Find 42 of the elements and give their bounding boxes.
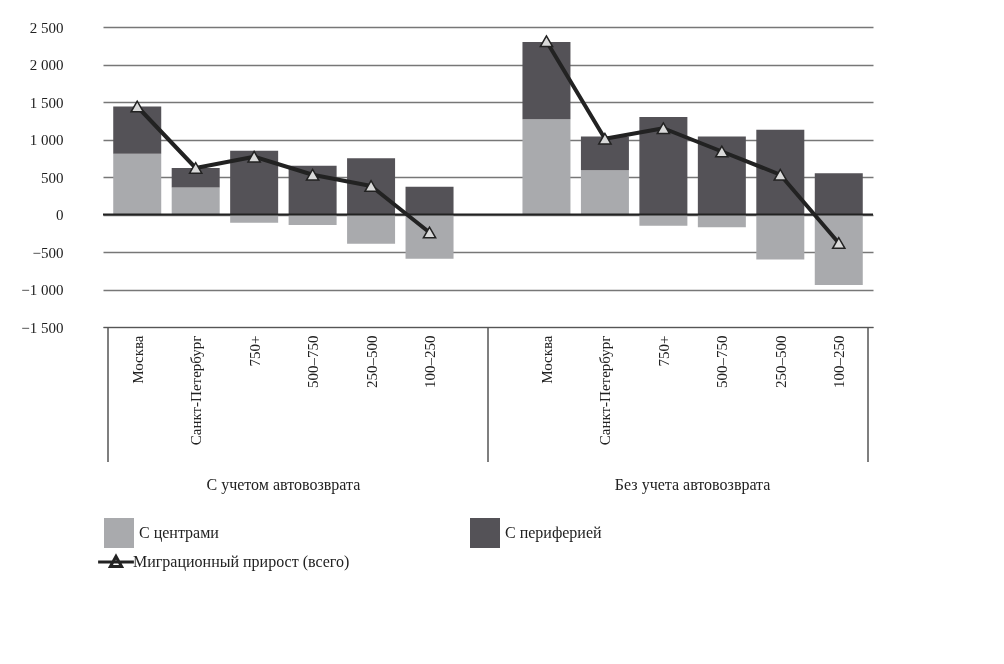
point (773, 168, 788, 181)
point (831, 236, 846, 250)
y-tick-label: 500 (41, 169, 64, 186)
x-tick-label: Москва (538, 335, 555, 384)
bar (697, 136, 746, 215)
legend-label: С периферией (505, 524, 603, 542)
bar (814, 173, 863, 215)
x-tick-label: 750+ (655, 335, 672, 367)
x-tick-label: 250–500 (772, 335, 789, 388)
bar (756, 214, 805, 260)
bar (814, 214, 863, 285)
x-tick-label: 250–500 (363, 335, 380, 388)
bar (522, 119, 571, 215)
bar (639, 117, 688, 215)
x-tick-label: 750+ (246, 335, 263, 367)
y-tick-label: 2 000 (29, 57, 64, 73)
bar (756, 129, 805, 215)
y-tick-label: −500 (32, 244, 64, 261)
y-tick-label: 2 500 (29, 19, 64, 36)
x-tick-label: Москва (129, 335, 146, 384)
text: Без учета автовозврата (614, 476, 771, 494)
y-tick-label: 0 (56, 207, 64, 223)
x-tick-label: Санкт-Петербург (188, 335, 205, 446)
x-tick-label: 500–750 (714, 335, 731, 388)
x-tick-label: Санкт-Петербург (597, 335, 614, 446)
bar (522, 42, 571, 120)
x-tick-label: 500–750 (305, 335, 322, 388)
point (598, 132, 612, 145)
point (656, 122, 671, 135)
x-tick-label: 100–250 (422, 335, 439, 388)
point (539, 35, 554, 48)
point (714, 145, 729, 158)
legend-label: С центрами (139, 524, 220, 542)
bar (580, 136, 629, 171)
y-tick-label: 1 500 (29, 94, 64, 111)
y-tick-label: −1 500 (21, 319, 64, 336)
bar (580, 170, 629, 215)
legend-label: Миграционный прирост (всего) (133, 553, 350, 571)
y-tick-label: −1 000 (21, 282, 64, 298)
text: С учетом автовозврата (206, 476, 361, 494)
x-tick-label: 100–250 (831, 335, 848, 388)
y-tick-label: 1 000 (29, 132, 64, 148)
